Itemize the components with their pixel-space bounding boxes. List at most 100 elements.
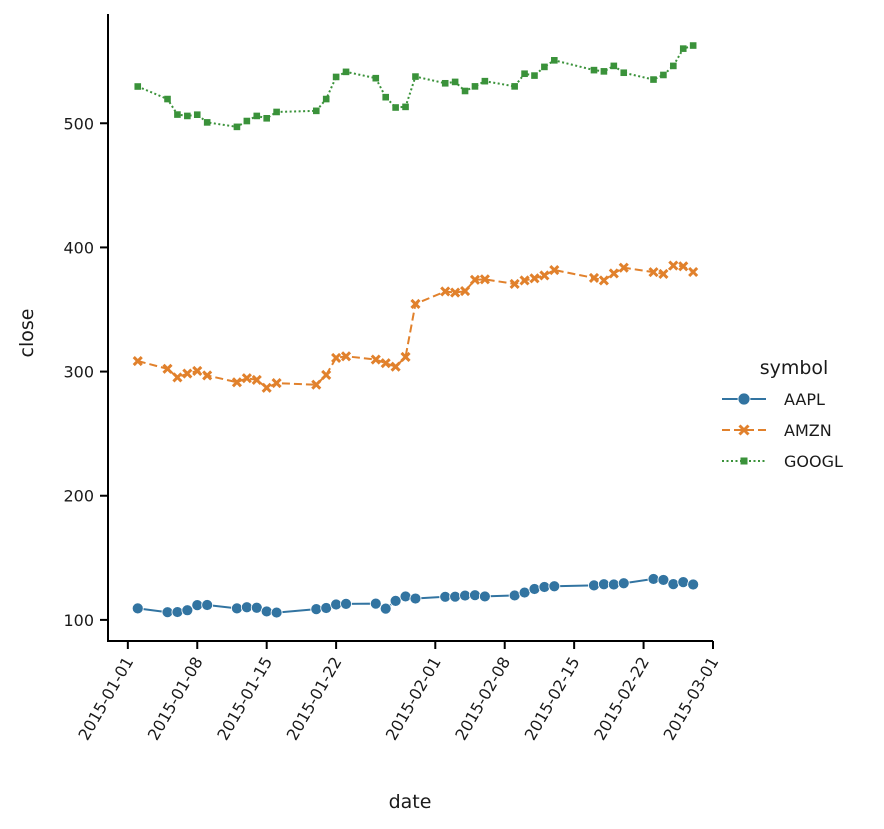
data-point-amzn-17 [390, 361, 401, 372]
data-point-aapl-29 [548, 580, 561, 593]
series-aapl [131, 573, 700, 619]
legend-marker-googl [740, 457, 748, 465]
data-point-amzn-25 [509, 278, 520, 289]
series-amzn [132, 260, 699, 393]
data-point-googl-5 [203, 119, 211, 126]
y-tick-label-3: 400 [63, 238, 94, 257]
data-point-aapl-6 [231, 602, 243, 615]
data-point-googl-13 [332, 73, 340, 81]
data-point-aapl-7 [240, 601, 253, 614]
data-point-aapl-1 [161, 606, 174, 619]
data-point-amzn-13 [331, 352, 342, 363]
data-point-googl-26 [521, 70, 528, 78]
data-point-amzn-26 [519, 275, 530, 286]
data-point-googl-1 [164, 95, 171, 103]
data-point-googl-19 [412, 73, 419, 80]
data-point-aapl-19 [409, 592, 422, 605]
x-tick-label-1: 2015-01-08 [144, 654, 207, 744]
data-point-googl-6 [233, 123, 241, 131]
data-point-googl-35 [660, 71, 667, 79]
data-point-googl-25 [511, 83, 518, 90]
x-tick-label-0: 2015-01-01 [74, 654, 137, 744]
data-point-amzn-23 [469, 274, 481, 285]
data-point-googl-7 [243, 117, 251, 125]
data-point-amzn-19 [410, 298, 421, 309]
data-point-googl-24 [481, 77, 489, 85]
x-tick-label-5: 2015-02-08 [451, 654, 514, 744]
data-point-amzn-11 [311, 379, 322, 390]
data-point-amzn-16 [380, 358, 391, 369]
data-point-amzn-36 [668, 260, 679, 271]
x-tick-label-6: 2015-02-15 [521, 654, 584, 744]
data-point-aapl-13 [330, 598, 343, 611]
legend-label-aapl: AAPL [784, 390, 825, 409]
data-point-googl-37 [679, 45, 687, 52]
data-point-googl-12 [322, 95, 330, 103]
data-point-amzn-32 [608, 268, 619, 279]
data-point-amzn-15 [370, 354, 381, 365]
data-point-aapl-18 [399, 590, 412, 603]
legend-title: symbol [760, 357, 829, 379]
legend-marker-aapl [737, 392, 751, 406]
data-point-aapl-28 [538, 581, 551, 593]
data-point-googl-28 [541, 63, 548, 71]
data-point-aapl-26 [518, 586, 531, 599]
series-googl [134, 42, 697, 131]
data-point-aapl-3 [181, 604, 194, 617]
data-point-aapl-11 [310, 603, 323, 615]
data-point-aapl-27 [528, 583, 541, 595]
data-point-amzn-7 [241, 373, 252, 384]
data-point-amzn-38 [688, 266, 699, 278]
data-point-amzn-20 [440, 286, 451, 297]
data-point-aapl-31 [598, 578, 610, 591]
data-point-aapl-17 [389, 594, 402, 607]
data-point-aapl-34 [647, 573, 660, 585]
data-point-googl-36 [670, 62, 677, 70]
data-point-amzn-37 [678, 261, 689, 272]
data-point-amzn-14 [340, 351, 352, 362]
data-point-amzn-8 [251, 374, 262, 385]
legend-item-aapl: AAPL [722, 390, 825, 409]
data-point-amzn-3 [182, 368, 193, 379]
data-point-aapl-0 [131, 602, 144, 615]
x-axis-ticks: 2015-01-01 2015-01-08 2015-01-15 2015-01-22… [74, 641, 722, 744]
data-point-googl-8 [253, 112, 261, 120]
data-point-googl-4 [193, 111, 201, 118]
data-point-amzn-30 [588, 272, 600, 284]
data-point-googl-2 [174, 111, 181, 118]
data-point-amzn-35 [658, 268, 669, 280]
data-point-amzn-18 [400, 351, 411, 362]
data-point-googl-9 [263, 114, 270, 122]
data-point-aapl-9 [260, 605, 273, 618]
x-tick-label-4: 2015-02-01 [382, 654, 445, 744]
data-point-googl-22 [461, 87, 469, 95]
data-point-googl-14 [342, 68, 350, 76]
data-point-googl-31 [600, 68, 608, 75]
data-point-amzn-24 [479, 274, 490, 285]
data-point-googl-27 [531, 72, 538, 79]
data-point-googl-18 [402, 103, 409, 111]
data-point-aapl-30 [588, 579, 600, 592]
data-point-googl-17 [392, 104, 399, 111]
data-point-googl-3 [184, 112, 191, 120]
data-point-amzn-6 [231, 377, 242, 388]
data-point-aapl-8 [250, 601, 263, 614]
data-point-aapl-32 [607, 578, 620, 591]
data-point-aapl-25 [508, 589, 521, 602]
y-tick-label-1: 200 [63, 487, 94, 506]
data-point-aapl-37 [677, 576, 690, 589]
y-tick-label-2: 300 [63, 363, 94, 382]
data-point-amzn-12 [321, 369, 332, 380]
legend-item-googl: GOOGL [722, 452, 843, 471]
data-point-amzn-29 [549, 264, 560, 276]
data-point-googl-21 [451, 78, 459, 86]
series-line-amzn [137, 264, 694, 390]
data-point-amzn-2 [172, 372, 183, 383]
data-point-amzn-27 [529, 273, 540, 284]
data-point-aapl-2 [171, 606, 184, 618]
data-point-googl-32 [610, 62, 618, 70]
data-point-amzn-9 [261, 382, 272, 393]
data-point-googl-30 [590, 66, 598, 74]
data-point-aapl-23 [469, 589, 481, 602]
data-point-googl-38 [689, 42, 697, 49]
